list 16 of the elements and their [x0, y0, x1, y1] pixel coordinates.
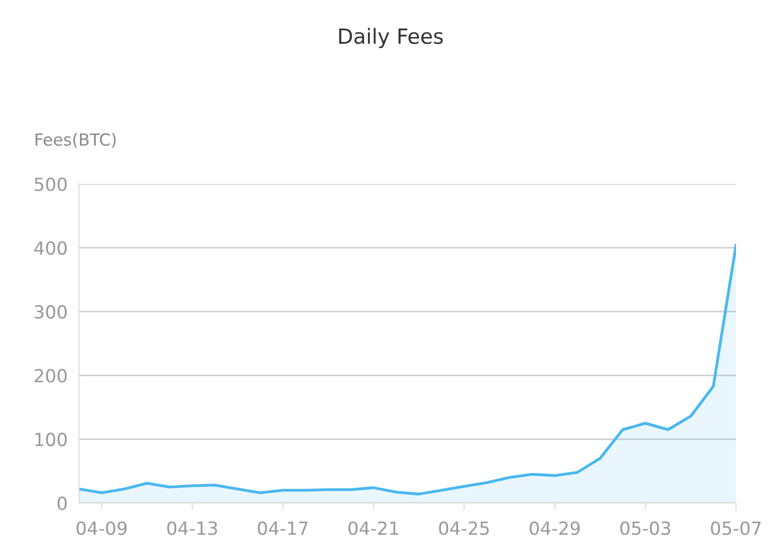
x-tick-label: 04-17: [258, 521, 308, 536]
y-tick-label: 300: [34, 305, 67, 319]
y-tick-label: 400: [34, 241, 67, 255]
y-tick-label: 0: [58, 496, 67, 510]
x-tick-label: 04-29: [530, 521, 580, 536]
x-tick-label: 05-07: [710, 521, 761, 536]
x-tick-label: 04-25: [439, 521, 489, 536]
x-tick-label: 04-09: [76, 521, 127, 536]
y-tick-label: 500: [34, 177, 67, 192]
x-tick-label: 04-13: [167, 521, 218, 536]
y-tick-label: 100: [35, 432, 67, 446]
x-tick-label: 04-21: [348, 521, 398, 536]
x-tick-label: 05-03: [620, 521, 670, 536]
chart-title: Daily Fees: [339, 28, 443, 48]
y-axis-title: Fees(BTC): [36, 132, 116, 148]
y-tick-label: 200: [34, 368, 67, 383]
